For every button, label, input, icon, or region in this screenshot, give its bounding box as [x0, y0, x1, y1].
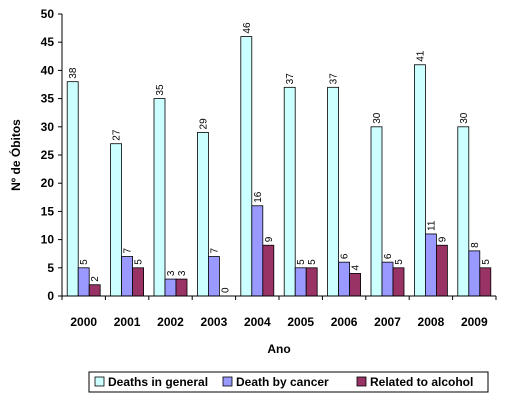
x-tick-label: 2004: [244, 315, 271, 329]
bar-related-to-alcohol-2009: [479, 267, 492, 297]
legend-label: Death by cancer: [236, 375, 329, 389]
bar-death-by-cancer-2003: [207, 256, 220, 297]
bar-death-by-cancer-2008: [424, 233, 437, 297]
bar-deaths-in-general-2001: [110, 143, 122, 297]
data-label: 41: [415, 50, 426, 62]
data-label: 5: [394, 259, 405, 265]
y-tick-label: 20: [41, 176, 55, 190]
bar-related-to-alcohol-2008: [435, 244, 448, 297]
bar-death-by-cancer-2006: [338, 261, 351, 297]
bar-related-to-alcohol-2002: [175, 278, 188, 297]
bar-related-to-alcohol-2006: [349, 273, 362, 297]
bar-death-by-cancer-2000: [77, 267, 90, 297]
x-tick-label: 2001: [114, 315, 141, 329]
data-label: 9: [437, 236, 448, 242]
x-tick-label: 2008: [418, 315, 445, 329]
data-label: 5: [307, 259, 318, 265]
x-tick-label: 2007: [374, 315, 401, 329]
x-ticks: 2000 2001 2002 2003 2004 2005 2006 2007 2008 2009: [61, 296, 497, 329]
y-tick-label: 25: [41, 148, 55, 162]
bar-deaths-in-general-2008: [413, 64, 426, 297]
data-label: 8: [470, 242, 481, 248]
x-tick-label: 2003: [201, 315, 228, 329]
y-tick-label: 15: [41, 204, 55, 218]
data-label: 11: [426, 220, 437, 231]
y-axis-title: Nº de Óbitos: [8, 119, 23, 191]
bar-deaths-in-general-2005: [283, 86, 296, 297]
y-tick-label: 50: [41, 7, 55, 21]
y-tick-label: 40: [41, 63, 55, 77]
data-label: 37: [285, 73, 296, 85]
data-label: 3: [166, 270, 177, 276]
data-label: 5: [134, 259, 145, 265]
x-tick-label: 2006: [331, 315, 358, 329]
data-label: 30: [459, 112, 470, 124]
data-label: 5: [79, 259, 90, 265]
y-tick-label: 35: [41, 92, 55, 106]
data-label: 3: [177, 270, 188, 276]
legend: Deaths in general Death by cancer Related …: [88, 371, 489, 393]
data-label: 6: [383, 253, 394, 259]
data-label: 7: [123, 248, 134, 254]
y-tick-label: 45: [41, 35, 55, 49]
bar-related-to-alcohol-2004: [262, 244, 275, 297]
y-tick-label: 30: [41, 120, 55, 134]
legend-label: Related to alcohol: [370, 375, 473, 389]
data-label: 29: [198, 118, 209, 130]
x-tick-label: 2009: [461, 315, 488, 329]
bar-related-to-alcohol-2007: [392, 267, 405, 297]
data-label: 27: [112, 129, 123, 141]
data-label: 30: [372, 112, 383, 124]
bar-related-to-alcohol-2005: [305, 267, 318, 297]
data-label: 5: [481, 259, 492, 265]
data-label: 16: [253, 191, 264, 203]
x-tick-label: 2005: [287, 315, 314, 329]
data-label: 37: [329, 73, 340, 85]
bar-death-by-cancer-2009: [468, 250, 481, 297]
data-label: 9: [264, 236, 275, 242]
bar-death-by-cancer-2002: [164, 278, 177, 297]
bar-deaths-in-general-2002: [153, 98, 166, 297]
bar-deaths-in-general-2009: [457, 126, 470, 297]
bar-deaths-in-general-2004: [240, 36, 253, 297]
data-label: 35: [155, 84, 166, 96]
bar-deaths-in-general-2007: [370, 126, 383, 297]
data-label: 4: [351, 264, 362, 270]
legend-swatch: [356, 376, 367, 387]
data-label: 7: [209, 248, 220, 254]
bar-death-by-cancer-2007: [381, 261, 394, 297]
bar-death-by-cancer-2001: [121, 256, 133, 297]
bar-death-by-cancer-2004: [251, 205, 264, 297]
bar-death-by-cancer-2005: [294, 267, 307, 297]
y-tick-label: 5: [47, 261, 54, 275]
data-label: 0: [220, 287, 231, 293]
y-ticks: 0 5 10 15 20 25 30 35 40 45 50: [41, 7, 62, 303]
data-label: 46: [242, 22, 253, 34]
bar-related-to-alcohol-2001: [132, 267, 145, 297]
data-label: 2: [90, 276, 101, 282]
bar-deaths-in-general-2000: [66, 81, 79, 297]
legend-swatch: [94, 376, 105, 387]
data-label: 6: [340, 253, 351, 259]
y-tick-label: 10: [41, 233, 55, 247]
bar-deaths-in-general-2003: [196, 132, 209, 297]
bar-related-to-alcohol-2000: [88, 284, 101, 297]
data-label: 38: [68, 67, 79, 79]
data-label: 5: [296, 259, 307, 265]
legend-box: [88, 371, 489, 393]
legend-label: Deaths in general: [108, 375, 208, 389]
x-axis-title: Ano: [267, 342, 290, 356]
x-tick-label: 2000: [70, 315, 97, 329]
y-tick-label: 0: [47, 289, 54, 303]
bar-deaths-in-general-2006: [327, 86, 340, 297]
legend-swatch: [222, 376, 233, 387]
x-tick-label: 2002: [157, 315, 184, 329]
